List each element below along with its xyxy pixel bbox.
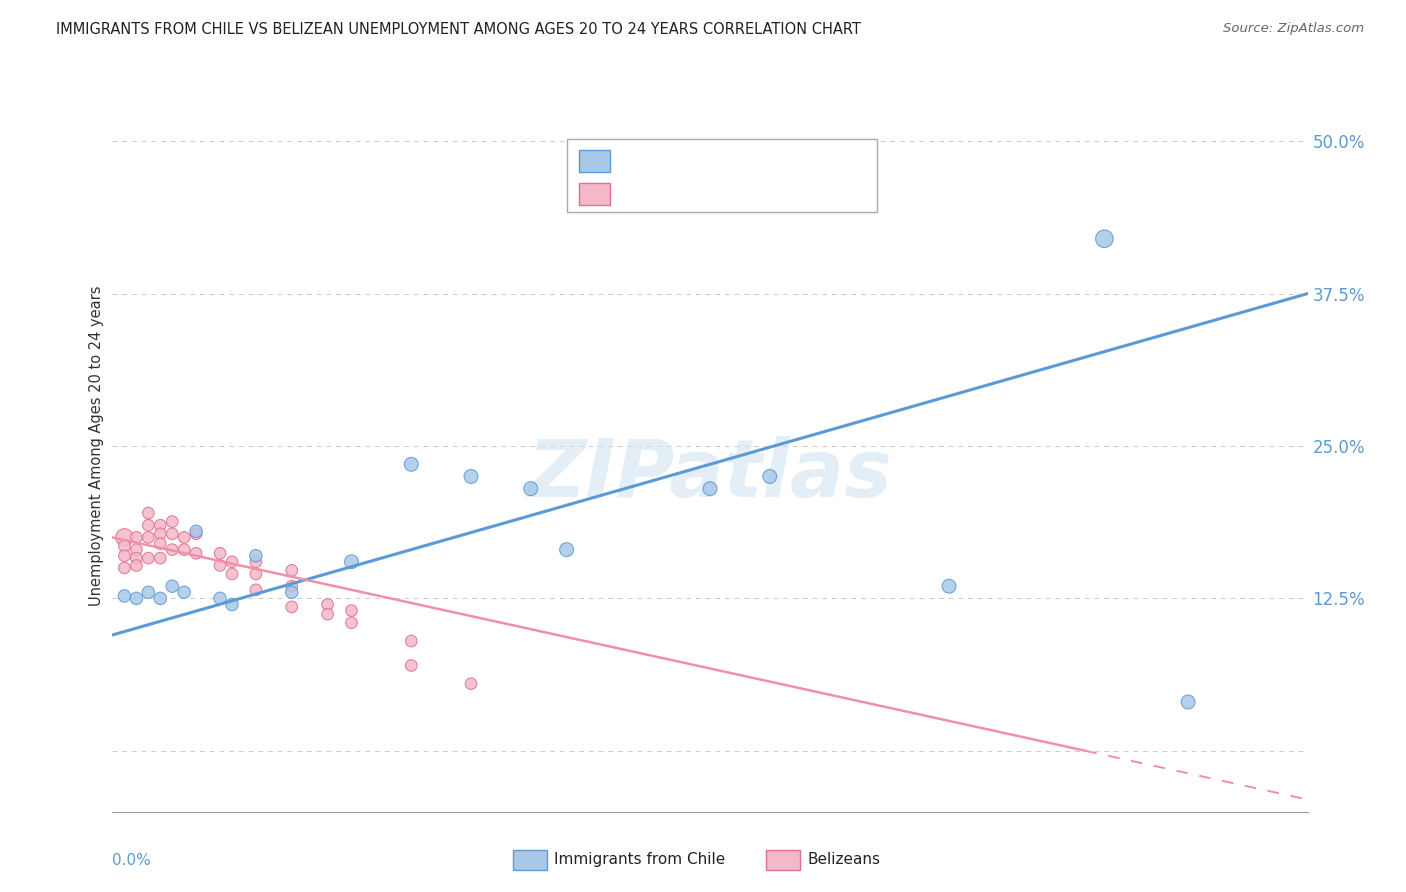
Point [162, 542, 183, 557]
Text: Immigrants from Chile: Immigrants from Chile [554, 853, 725, 867]
Point [340, 555, 363, 569]
Point [114, 530, 135, 544]
Y-axis label: Unemployment Among Ages 20 to 24 years: Unemployment Among Ages 20 to 24 years [89, 285, 104, 607]
Point [149, 518, 172, 533]
Point [245, 567, 267, 582]
Text: IMMIGRANTS FROM CHILE VS BELIZEAN UNEMPLOYMENT AMONG AGES 20 TO 24 YEARS CORRELA: IMMIGRANTS FROM CHILE VS BELIZEAN UNEMPL… [56, 22, 860, 37]
Point [114, 539, 135, 553]
Text: ZIPatlas: ZIPatlas [527, 436, 893, 515]
Point [221, 598, 243, 612]
Point [114, 589, 135, 603]
Text: Belizeans: Belizeans [807, 853, 880, 867]
Point [208, 591, 231, 606]
Point [221, 555, 243, 569]
Point [138, 585, 160, 599]
Point [138, 518, 160, 533]
Point [208, 546, 231, 560]
Point [1177, 695, 1199, 709]
Point [520, 482, 543, 496]
Point [281, 585, 304, 599]
Point [316, 607, 339, 622]
Point [460, 676, 482, 690]
Point [1094, 232, 1116, 246]
Point [138, 506, 160, 520]
Text: 0.0%: 0.0% [112, 853, 152, 868]
Point [401, 634, 423, 648]
Point [114, 549, 135, 563]
Point [316, 598, 339, 612]
Point [114, 561, 135, 575]
Point [173, 542, 195, 557]
Point [759, 469, 782, 483]
Point [138, 551, 160, 566]
Point [245, 582, 267, 597]
Point [125, 558, 148, 573]
Point [125, 542, 148, 557]
Point [162, 526, 183, 541]
Point [281, 599, 304, 614]
Point [221, 567, 243, 582]
Point [125, 551, 148, 566]
Point [281, 579, 304, 593]
Point [162, 579, 183, 593]
Point [245, 555, 267, 569]
Point [186, 546, 208, 560]
Point [125, 530, 148, 544]
Point [186, 524, 208, 539]
Point [340, 604, 363, 618]
Point [208, 558, 231, 573]
Point [460, 469, 482, 483]
Point [149, 591, 172, 606]
Text: R = -0.338    N = 39: R = -0.338 N = 39 [623, 186, 785, 202]
Point [245, 549, 267, 563]
Point [555, 542, 578, 557]
Point [162, 515, 183, 529]
Point [699, 482, 721, 496]
Point [125, 591, 148, 606]
Point [340, 615, 363, 630]
Point [186, 526, 208, 541]
Text: Source: ZipAtlas.com: Source: ZipAtlas.com [1223, 22, 1364, 36]
Point [401, 658, 423, 673]
Point [138, 530, 160, 544]
Text: R =  0.733    N = 21: R = 0.733 N = 21 [623, 153, 785, 169]
Point [173, 585, 195, 599]
Point [149, 551, 172, 566]
Point [173, 530, 195, 544]
Point [938, 579, 960, 593]
Point [149, 536, 172, 550]
Point [149, 526, 172, 541]
Point [281, 563, 304, 577]
Point [401, 458, 423, 472]
